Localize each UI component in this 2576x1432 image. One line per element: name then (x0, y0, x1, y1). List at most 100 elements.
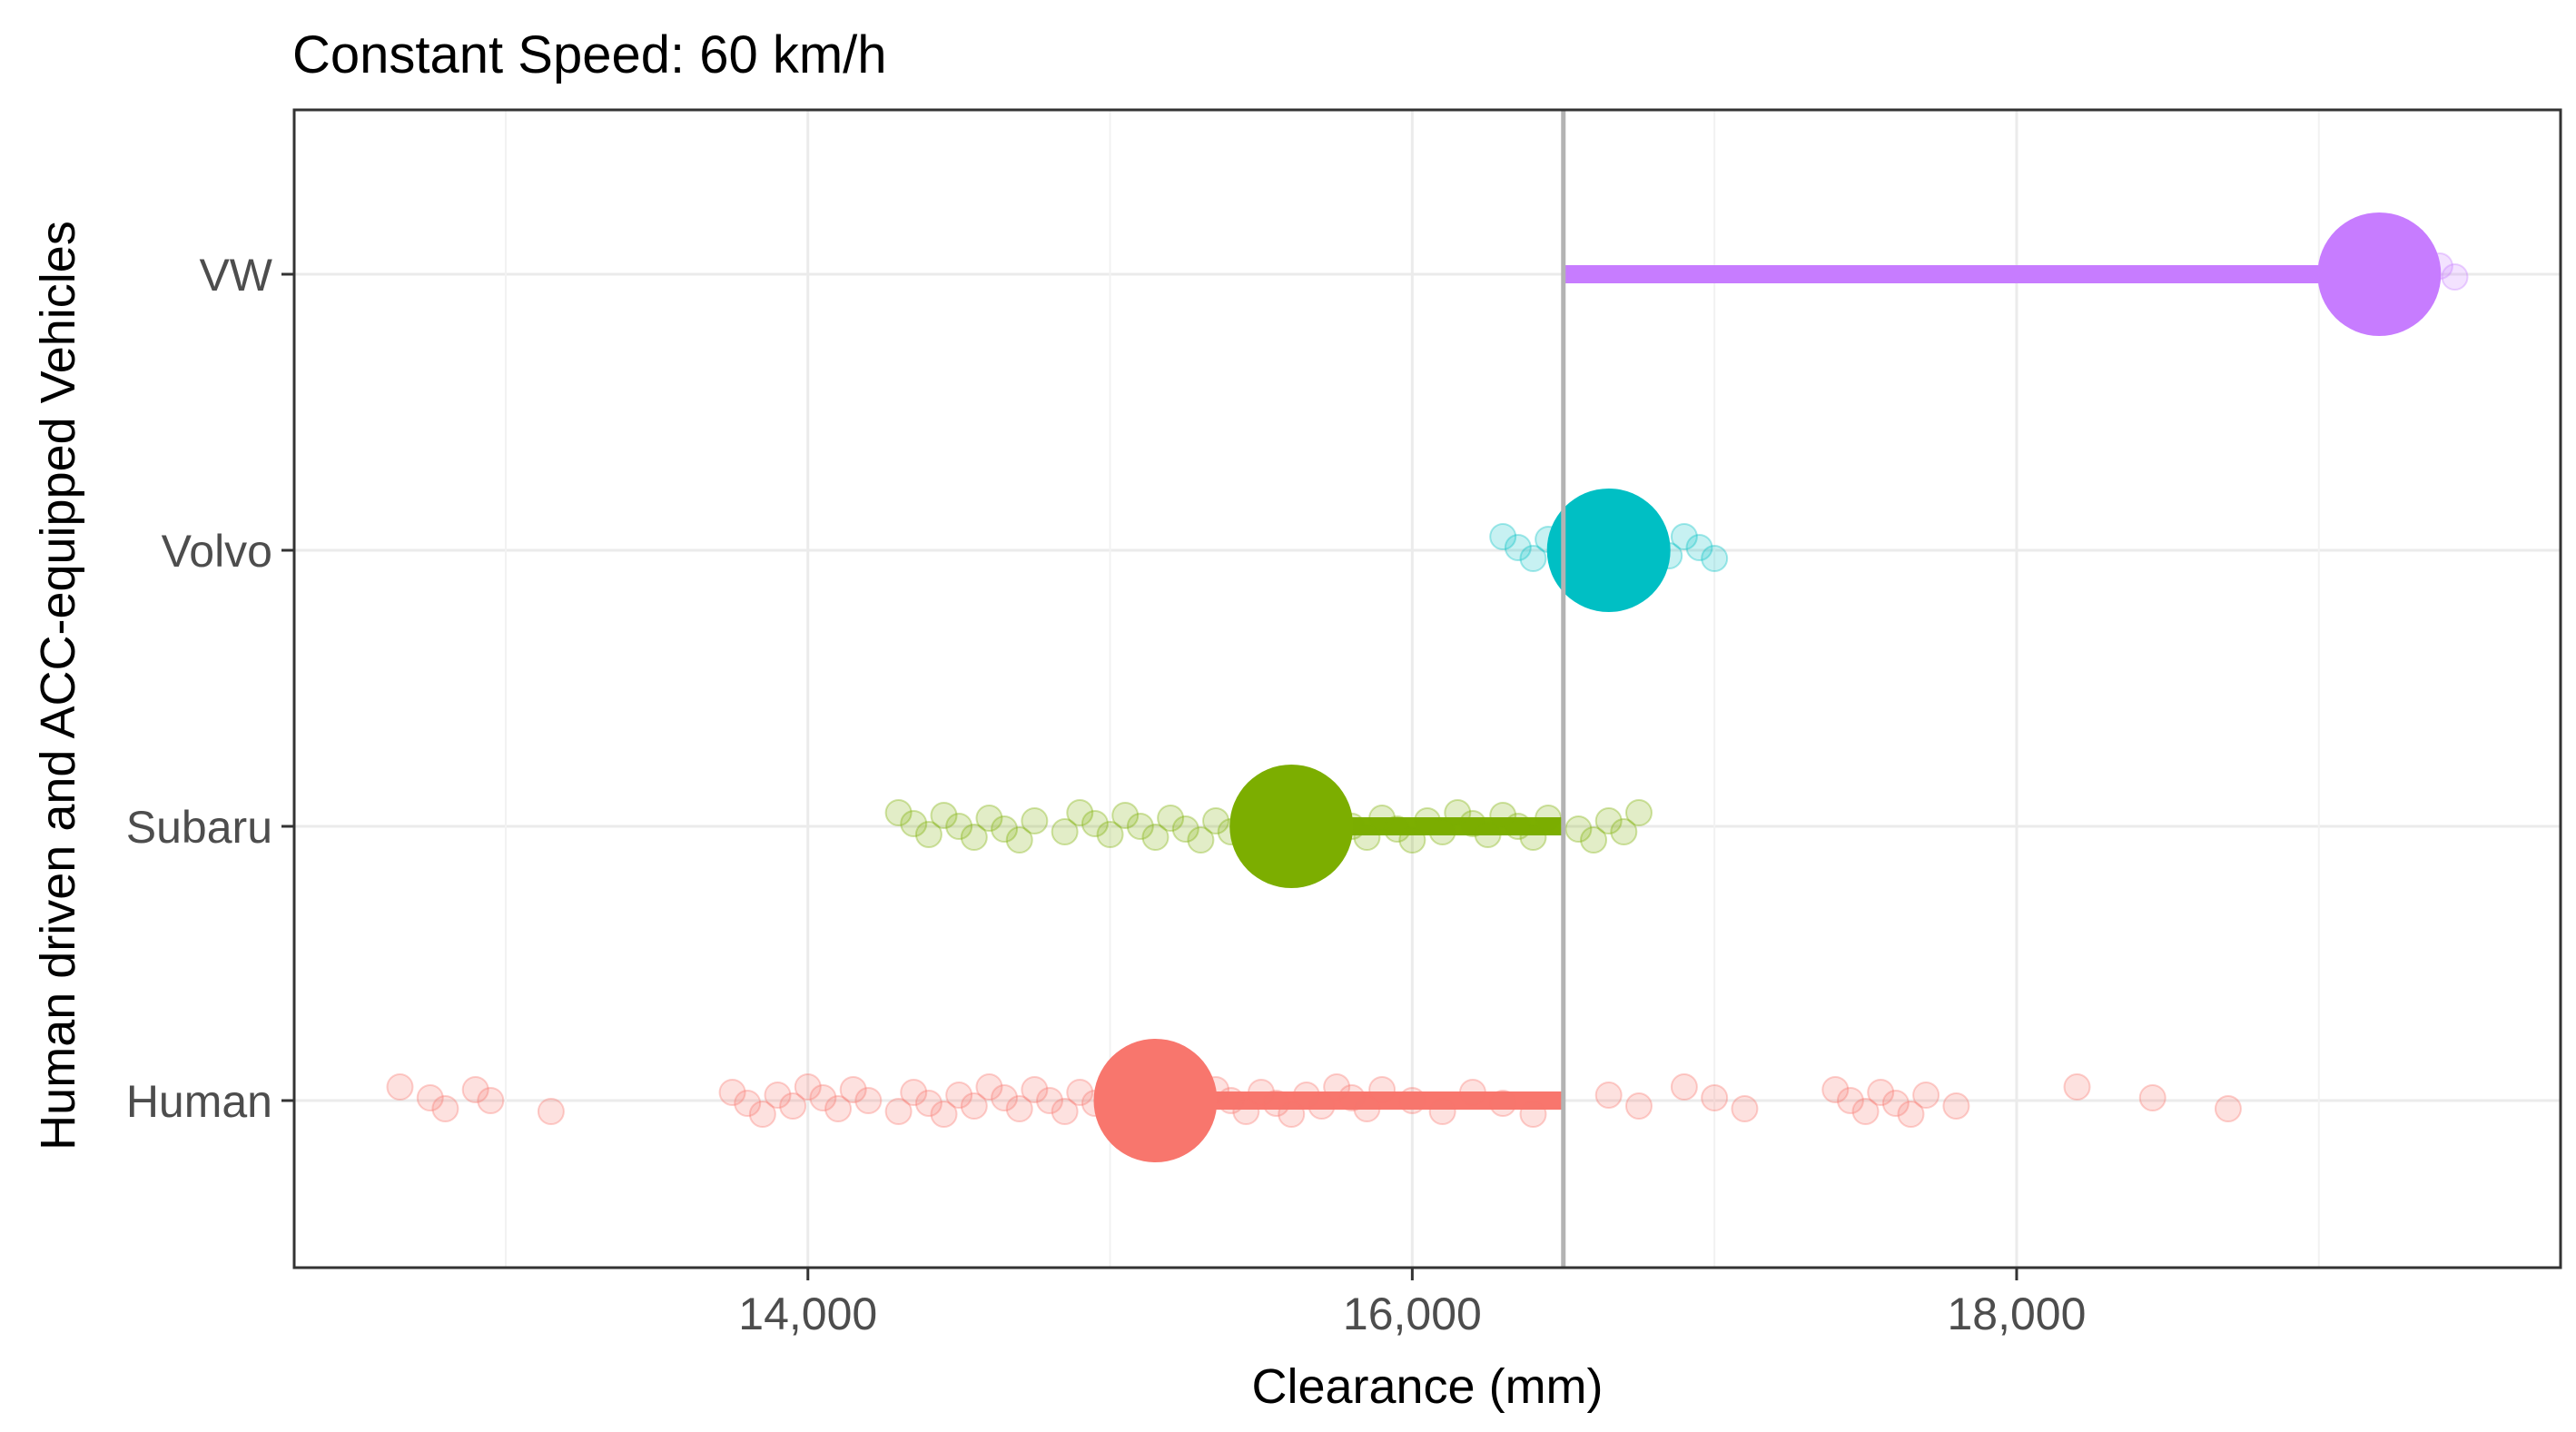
raw-point-human (1670, 1073, 1698, 1101)
raw-point-subaru (1594, 807, 1623, 835)
raw-point-human (1292, 1081, 1320, 1109)
raw-point-subaru (1051, 818, 1079, 845)
raw-point-human (1066, 1079, 1094, 1106)
raw-point-subaru (1187, 826, 1215, 854)
raw-point-subaru (1171, 815, 1199, 843)
raw-point-human (2214, 1095, 2242, 1122)
raw-point-human (839, 1076, 867, 1103)
raw-point-human (991, 1084, 1019, 1111)
raw-point-subaru (975, 805, 1003, 832)
raw-point-vw (2441, 263, 2469, 291)
mean-point-human (1093, 1039, 1218, 1162)
raw-point-subaru (1383, 815, 1411, 843)
raw-point-human (900, 1079, 928, 1106)
raw-point-human (1731, 1095, 1759, 1122)
raw-point-subaru (960, 824, 988, 851)
raw-point-subaru (1564, 815, 1593, 843)
mean-points (1093, 212, 2442, 1162)
raw-point-human (1897, 1101, 1925, 1128)
plot-panel-background (294, 110, 2561, 1268)
raw-point-subaru (1504, 813, 1532, 840)
plot-panel-border (292, 108, 2562, 1269)
raw-point-human (1368, 1076, 1397, 1103)
raw-point-human (930, 1101, 958, 1128)
raw-point-human (764, 1081, 792, 1109)
raw-point-human (809, 1084, 837, 1111)
raw-point-subaru (1624, 799, 1653, 826)
raw-point-human (2063, 1073, 2091, 1101)
raw-point-subaru (900, 810, 928, 837)
raw-point-human (1701, 1084, 1729, 1111)
raw-point-human (824, 1095, 853, 1122)
raw-point-volvo (1701, 545, 1729, 572)
raw-point-subaru (1535, 805, 1563, 832)
y-tick-label-subaru: Subaru (126, 802, 272, 853)
raw-point-volvo (1519, 545, 1547, 572)
raw-point-human (416, 1084, 444, 1111)
raw-point-volvo (1685, 534, 1713, 561)
raw-point-subaru (1519, 824, 1547, 851)
raw-point-human (1881, 1090, 1910, 1117)
raw-point-subaru (1111, 802, 1140, 829)
raw-point-human (734, 1090, 762, 1117)
raw-point-subaru (1066, 799, 1094, 826)
raw-point-subaru (1610, 818, 1638, 845)
raw-point-subaru (884, 799, 913, 826)
raw-point-subaru (1414, 807, 1441, 835)
chart-title: Constant Speed: 60 km/h (292, 25, 887, 84)
raw-point-subaru (1157, 805, 1185, 832)
y-tick-label-vw: VW (199, 250, 272, 301)
raw-point-human (1323, 1073, 1351, 1101)
raw-point-subaru (1458, 810, 1486, 837)
mean-point-volvo (1546, 489, 1671, 612)
raw-point-subaru (1005, 826, 1033, 854)
raw-point-human (718, 1079, 746, 1106)
raw-point-subaru (1398, 826, 1426, 854)
raw-point-human (1851, 1098, 1880, 1125)
raw-point-human (884, 1098, 913, 1125)
raw-point-human (1867, 1079, 1895, 1106)
raw-point-subaru (1202, 807, 1230, 835)
raw-point-human (1489, 1090, 1517, 1117)
raw-point-human (537, 1098, 565, 1125)
raw-point-subaru (1444, 799, 1472, 826)
raw-point-human (1594, 1081, 1623, 1109)
y-tick-label-human: Human (126, 1076, 272, 1127)
raw-point-human (1458, 1079, 1486, 1106)
raw-point-subaru (1021, 807, 1049, 835)
raw-point-human (779, 1092, 807, 1120)
raw-point-human (1353, 1095, 1381, 1122)
x-axis-ticks: 14,000 16,000 18,000 (738, 1268, 2086, 1339)
raw-point-subaru (1428, 818, 1456, 845)
raw-point-volvo (1670, 523, 1698, 550)
raw-point-subaru (1580, 826, 1608, 854)
raw-point-human (477, 1087, 505, 1114)
raw-point-human (1005, 1095, 1033, 1122)
raw-point-subaru (1489, 802, 1517, 829)
raw-point-human (1247, 1079, 1275, 1106)
raw-point-human (1051, 1098, 1079, 1125)
mean-point-subaru (1229, 765, 1354, 888)
raw-point-subaru (1474, 821, 1502, 848)
raw-point-human (431, 1095, 459, 1122)
raw-point-subaru (1081, 810, 1109, 837)
x-tick-label: 18,000 (1947, 1289, 2086, 1339)
raw-point-human (1308, 1092, 1336, 1120)
raw-point-human (1519, 1101, 1547, 1128)
raw-point-human (1036, 1087, 1063, 1114)
raw-point-subaru (1096, 821, 1124, 848)
y-axis-title: Human driven and ACC-equipped Vehicles (31, 221, 85, 1151)
raw-point-subaru (991, 815, 1019, 843)
raw-point-human (1278, 1101, 1306, 1128)
raw-point-human (1262, 1090, 1290, 1117)
raw-point-human (748, 1101, 776, 1128)
raw-point-human (960, 1092, 988, 1120)
raw-point-subaru (1353, 824, 1381, 851)
raw-point-human (386, 1073, 414, 1101)
raw-point-human (1232, 1098, 1260, 1125)
raw-point-human (794, 1073, 822, 1101)
raw-point-human (461, 1076, 489, 1103)
raw-point-subaru (945, 813, 973, 840)
raw-point-human (1217, 1087, 1245, 1114)
